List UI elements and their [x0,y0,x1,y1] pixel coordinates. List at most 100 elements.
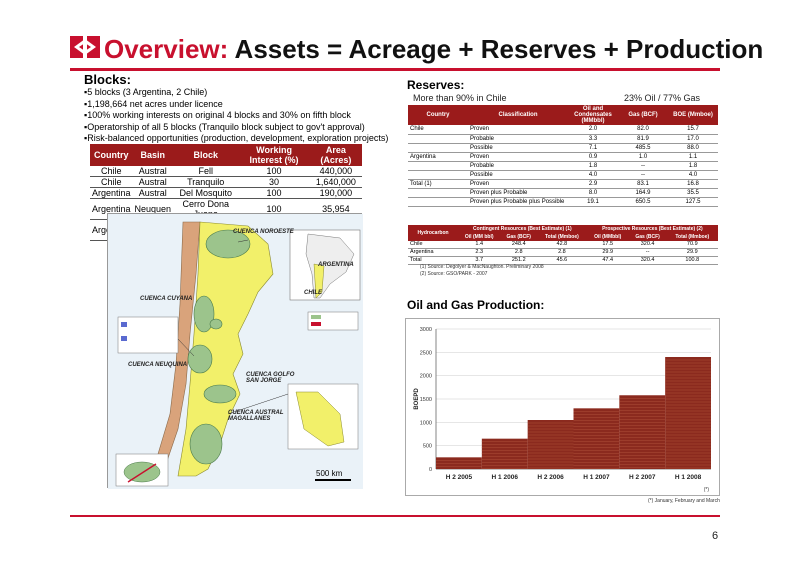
table-cell: -- [618,170,668,180]
table-cell: 3.7 [458,256,501,265]
table-cell: 2.3 [458,248,501,257]
bar [665,357,711,469]
table-cell: 17.0 [668,134,718,144]
table-cell: 127.5 [668,197,718,207]
table-cell: 47.4 [586,256,629,265]
table-cell: Austral [132,166,174,177]
table-cell: Probable [468,161,568,171]
y-tick-label: 2500 [420,350,432,356]
table-row: Chile Austral Fell 100 440,000 [90,166,362,177]
table-cell: Possible [468,143,568,153]
table-header-row: Country Basin Block Working Interest (%)… [90,144,362,166]
y-tick-label: 1000 [420,420,432,426]
table-cell: 1,640,000 [309,176,362,188]
table-cell: Argentina [90,187,133,199]
table-cell: Austral [132,187,174,199]
x-tick-label: H 1 2007 [583,474,610,481]
production-footnote: (*) January, February and March [648,498,720,504]
table-row: Possible 7.1 485.5 88.0 [408,143,718,153]
table-cell: Total [408,256,458,265]
table-cell: 190,000 [309,187,362,199]
table-cell: Austral [132,176,174,188]
col-header: Working Interest (%) [238,144,310,166]
blocks-bullet-list: 5 blocks (3 Argentina, 2 Chile) 1,198,66… [84,87,388,145]
basin-map: CUENCA NOROESTE CUENCA CUYANA CUENCA NEU… [107,213,363,489]
bullet-item: 1,198,664 net acres under licence [84,99,388,111]
map-label-austral: CUENCA AUSTRAL MAGALLANES [228,410,284,422]
table-cell [408,170,468,180]
table-cell: Tranquilo [173,176,239,188]
table-row: Argentina Austral Del Mosquito 100 190,000 [90,187,362,199]
page-number: 6 [712,530,719,542]
map-scale-bar [315,479,351,481]
table-cell: 19.1 [568,197,618,207]
table-cell: 29.9 [666,248,718,257]
col-header: Area (Acres) [309,144,362,166]
table-cell [408,197,468,207]
table-subheader-row: Oil (MM bbl) Gas (BCF) Total (Mmboe) Oil… [408,233,718,241]
footer-rule [70,515,720,517]
table-cell: 8.0 [568,188,618,198]
col-header: Classification [468,105,568,125]
table-cell: 1.8 [668,161,718,171]
table-cell: 70.9 [666,241,718,249]
table-cell: 164.9 [618,188,668,198]
table-cell: 440,000 [309,166,362,177]
header-rule [70,68,720,71]
table-cell: 1.8 [568,161,618,171]
table-cell: Proven plus Probable [468,188,568,198]
reserves-note-split: 23% Oil / 77% Gas [624,93,701,103]
table-cell: Chile [408,125,468,135]
col-header: Country [90,144,133,166]
col-header: Country [408,105,468,125]
table-row: Probable 3.3 81.9 17.0 [408,134,718,144]
production-chart-svg: 0 500 1000 1500 2000 2500 3000 BOEPD H 2 2005 H 1… [414,327,711,493]
note-line: (2) Source: GSO/PARK - 2007 [420,271,488,277]
map-label-cuyana: CUENCA CUYANA [140,296,193,302]
table-cell: 248.4 [500,241,538,249]
table-cell: 2.0 [568,125,618,135]
table-row: Proven plus Probable plus Possible 19.1 65… [408,197,718,207]
table-cell: 30 [238,176,310,188]
table-row: Probable 1.8 -- 1.8 [408,161,718,171]
resources-notes: (1) Source: Degolyer & MacNaughton. Prel… [420,264,544,278]
table-cell: Proven plus Probable plus Possible [468,197,568,207]
note-line: (1) Source: Degolyer & MacNaughton. Prel… [420,264,544,270]
table-cell: 35.5 [668,188,718,198]
col-group-header: Prospective Resources (Best Estimate) (2… [586,225,718,233]
x-tick-label: H 2 2007 [629,474,656,481]
bullet-item: Operatorship of all 5 blocks (Tranquilo … [84,122,388,134]
table-cell: 650.5 [618,197,668,207]
table-cell: 4.0 [568,170,618,180]
y-tick-label: 1500 [420,397,432,403]
table-cell: 1.1 [668,152,718,162]
x-tick-label: H 2 2006 [537,474,564,481]
col-header: Gas (BCF) [500,233,538,241]
col-header: Gas (BCF) [628,233,667,241]
col-group-header: Contingent Resources (Best Estimate) (1) [458,225,587,233]
company-logo [70,36,100,58]
table-cell: Chile [90,166,133,177]
table-cell: -- [618,161,668,171]
table-cell: Chile [408,241,458,249]
table-cell: Possible [468,170,568,180]
table-cell: -- [628,248,667,257]
table-cell: 17.5 [586,241,629,249]
table-cell: 83.1 [618,179,668,189]
table-cell: Argentina [408,152,468,162]
table-cell: 1.4 [458,241,501,249]
table-cell: 485.5 [618,143,668,153]
table-cell: 2.8 [537,248,587,257]
col-header: Block [173,144,239,166]
title-accent: Overview: [104,34,229,64]
table-cell: Fell [173,166,239,177]
table-row: Possible 4.0 -- 4.0 [408,170,718,180]
table-row: Chile Proven 2.0 82.0 15.7 [408,125,718,135]
y-tick-label: 500 [423,444,432,450]
col-header: BOE (Mmboe) [668,105,718,125]
table-row: Total 3.7 251.2 45.6 47.4 320.4 100.8 [408,256,718,265]
bullet-item: Risk-balanced opportunities (production,… [84,133,388,145]
table-cell: 3.3 [568,134,618,144]
table-row: Proven plus Probable 8.0 164.9 35.5 [408,188,718,198]
col-header: Hydrocarbon [408,225,458,241]
